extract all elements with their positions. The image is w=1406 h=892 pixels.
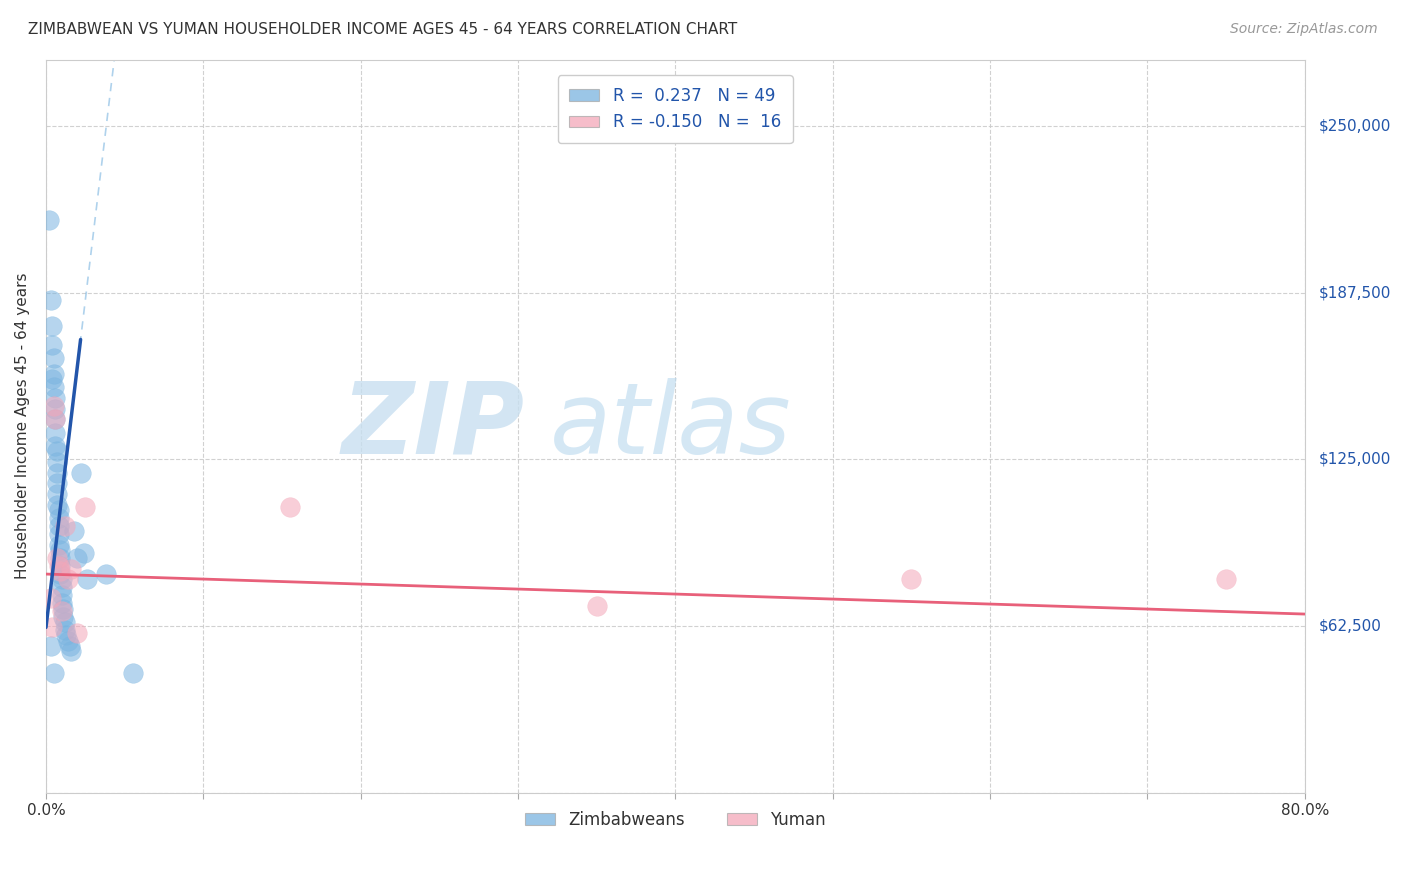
Point [42,351,65,366]
Point [52,601,75,615]
Point [44,425,66,440]
Point [60,562,83,576]
Point [48,511,70,525]
Point [39,293,62,307]
Point [53,519,76,533]
Point [41,319,63,334]
Point [76,573,98,587]
Point [75,500,97,515]
Point [585,599,607,613]
Point [51,573,73,587]
Point [44,391,66,405]
Point [69,466,91,480]
Point [51,581,73,595]
Point [66,551,89,566]
Point [42,665,65,680]
Point [42,367,65,381]
Y-axis label: Householder Income Ages 45 - 64 years: Householder Income Ages 45 - 64 years [15,273,30,580]
Point [44,412,66,426]
Text: $62,500: $62,500 [1319,618,1382,633]
Point [41,338,63,352]
Point [51,604,73,618]
Point [39,591,62,605]
Point [46,476,69,491]
Legend: Zimbabweans, Yuman: Zimbabweans, Yuman [519,805,832,836]
Text: $250,000: $250,000 [1319,119,1391,134]
Point [60,644,83,658]
Point [48,538,70,552]
Point [51,596,73,610]
Point [52,609,75,624]
Point [49,559,72,574]
Point [48,559,70,574]
Point [121,665,143,680]
Point [42,399,65,413]
Text: atlas: atlas [550,377,792,475]
Point [42,380,65,394]
Point [900,573,922,587]
Point [46,444,69,458]
Text: $125,000: $125,000 [1319,452,1391,467]
Point [48,527,70,541]
Point [46,487,69,501]
Point [56,633,79,648]
Point [53,615,76,629]
Point [66,625,89,640]
Point [1215,573,1237,587]
Point [58,639,80,653]
Point [56,573,79,587]
Point [63,524,86,539]
Point [94,567,117,582]
Text: $187,500: $187,500 [1319,285,1391,301]
Point [44,439,66,453]
Text: ZIMBABWEAN VS YUMAN HOUSEHOLDER INCOME AGES 45 - 64 YEARS CORRELATION CHART: ZIMBABWEAN VS YUMAN HOUSEHOLDER INCOME A… [28,22,737,37]
Point [41,620,63,634]
Point [49,567,72,582]
Text: ZIP: ZIP [342,377,524,475]
Point [41,372,63,386]
Point [278,500,301,515]
Point [39,639,62,653]
Point [46,551,69,566]
Point [53,623,76,637]
Point [49,551,72,566]
Point [44,412,66,426]
Point [46,466,69,480]
Point [46,498,69,512]
Point [48,519,70,533]
Point [51,588,73,602]
Point [48,503,70,517]
Text: Source: ZipAtlas.com: Source: ZipAtlas.com [1230,22,1378,37]
Point [44,401,66,416]
Point [55,628,77,642]
Point [49,543,72,558]
Point [46,455,69,469]
Point [73,546,96,560]
Point [49,565,72,579]
Point [38,212,60,227]
